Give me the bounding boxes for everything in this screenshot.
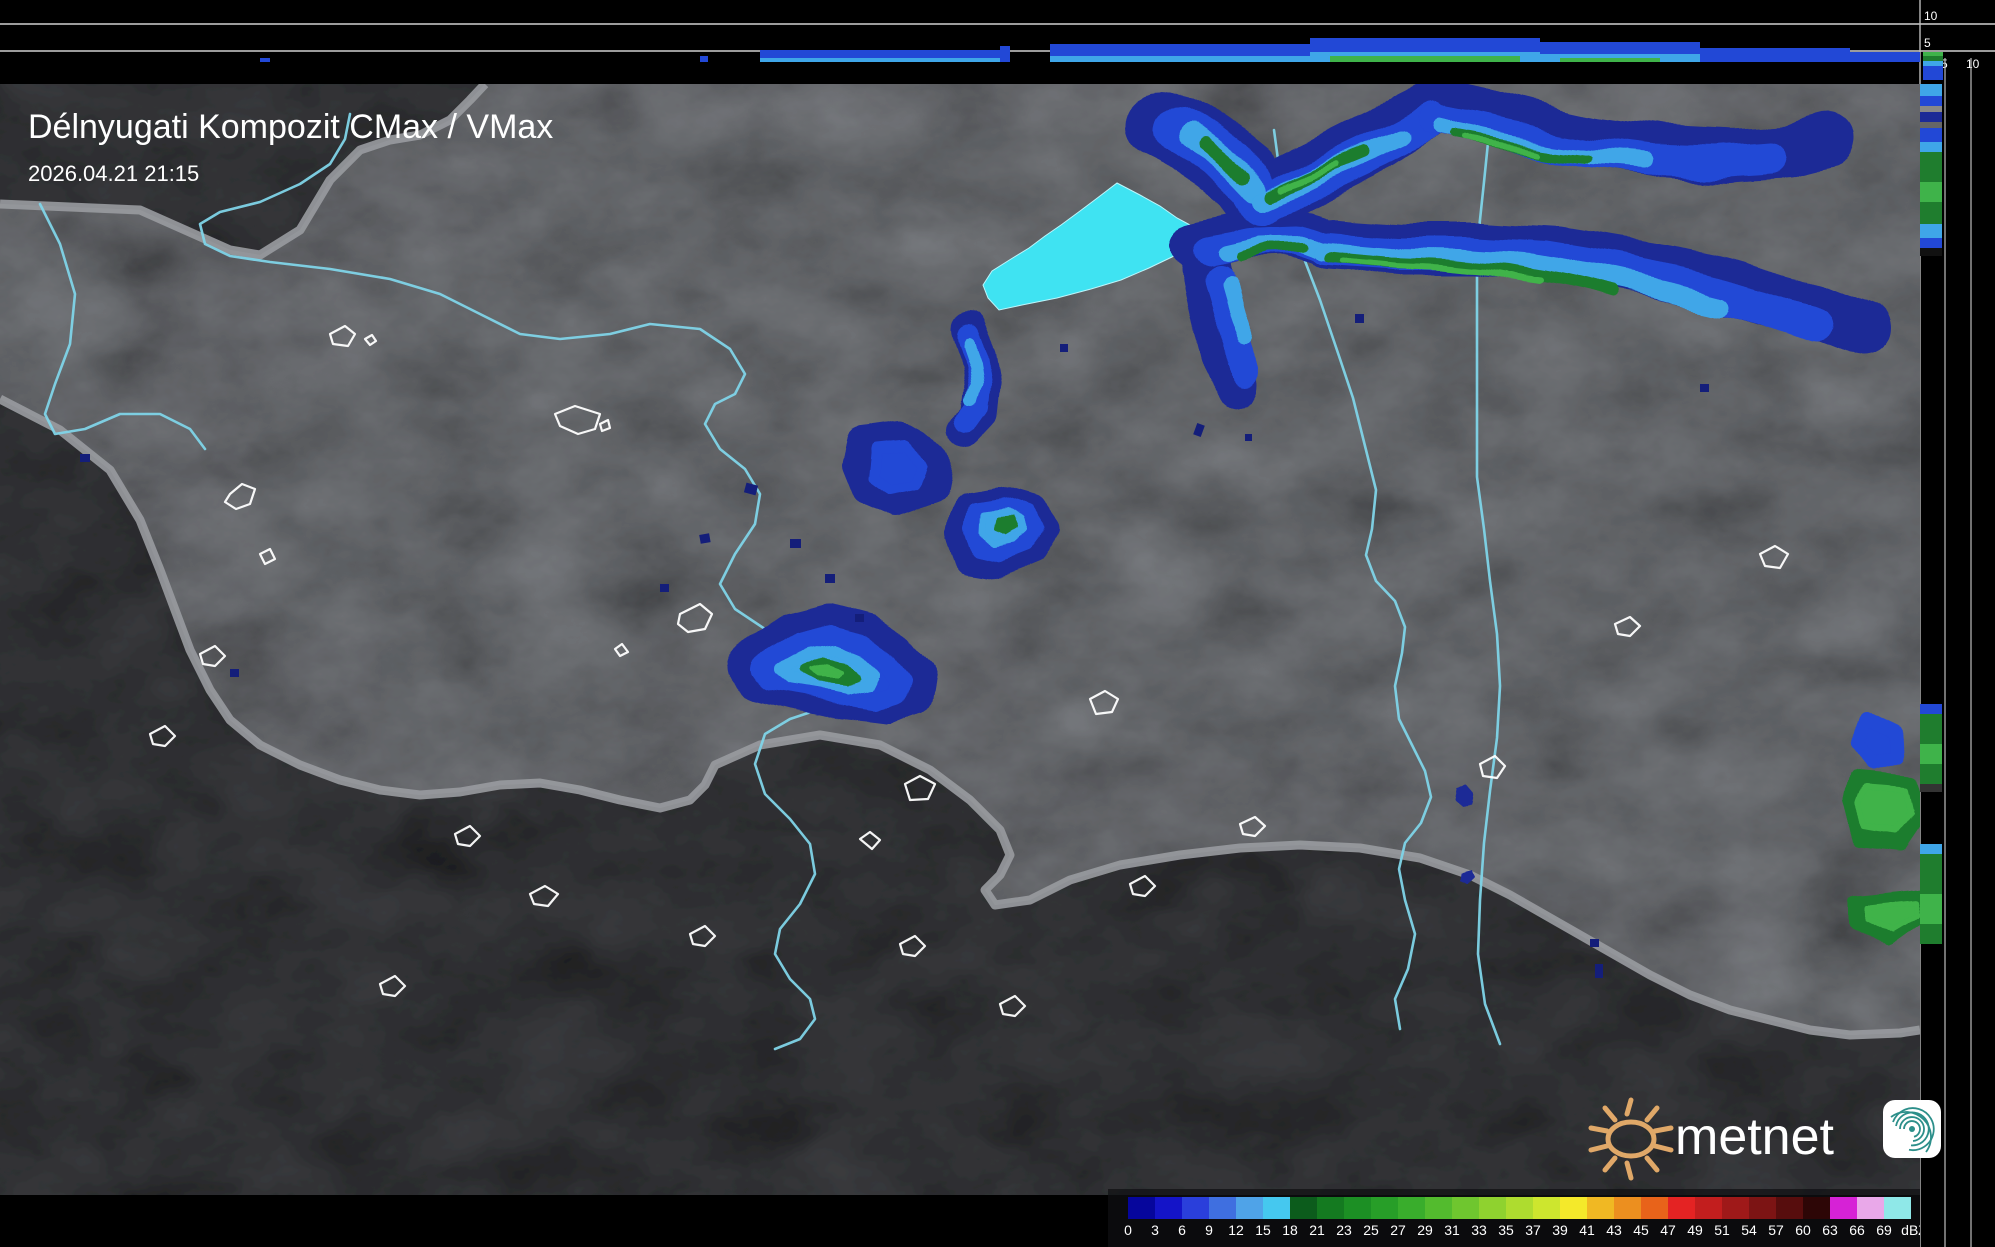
svg-text:43: 43: [1606, 1222, 1622, 1238]
svg-text:10: 10: [1924, 9, 1938, 23]
svg-text:27: 27: [1390, 1222, 1406, 1238]
svg-text:15: 15: [1255, 1222, 1271, 1238]
svg-text:21: 21: [1309, 1222, 1325, 1238]
svg-text:37: 37: [1525, 1222, 1541, 1238]
svg-text:metnet: metnet: [1675, 1108, 1835, 1166]
svg-text:25: 25: [1363, 1222, 1379, 1238]
svg-text:dBZ: dBZ: [1901, 1222, 1920, 1238]
svg-text:6: 6: [1178, 1222, 1186, 1238]
svg-text:23: 23: [1336, 1222, 1352, 1238]
svg-text:49: 49: [1687, 1222, 1703, 1238]
svg-text:60: 60: [1795, 1222, 1811, 1238]
svg-text:41: 41: [1579, 1222, 1595, 1238]
svg-text:66: 66: [1849, 1222, 1865, 1238]
svg-text:12: 12: [1228, 1222, 1244, 1238]
svg-text:3: 3: [1151, 1222, 1159, 1238]
svg-text:10: 10: [1966, 57, 1980, 71]
svg-text:35: 35: [1498, 1222, 1514, 1238]
svg-text:63: 63: [1822, 1222, 1838, 1238]
svg-text:31: 31: [1444, 1222, 1460, 1238]
svg-text:33: 33: [1471, 1222, 1487, 1238]
svg-text:5: 5: [1924, 36, 1931, 50]
svg-text:39: 39: [1552, 1222, 1568, 1238]
svg-text:51: 51: [1714, 1222, 1730, 1238]
svg-text:9: 9: [1205, 1222, 1213, 1238]
svg-text:54: 54: [1741, 1222, 1757, 1238]
svg-text:45: 45: [1633, 1222, 1649, 1238]
svg-text:57: 57: [1768, 1222, 1784, 1238]
svg-text:18: 18: [1282, 1222, 1298, 1238]
svg-text:47: 47: [1660, 1222, 1676, 1238]
svg-text:0: 0: [1124, 1222, 1132, 1238]
svg-text:69: 69: [1876, 1222, 1892, 1238]
svg-text:29: 29: [1417, 1222, 1433, 1238]
